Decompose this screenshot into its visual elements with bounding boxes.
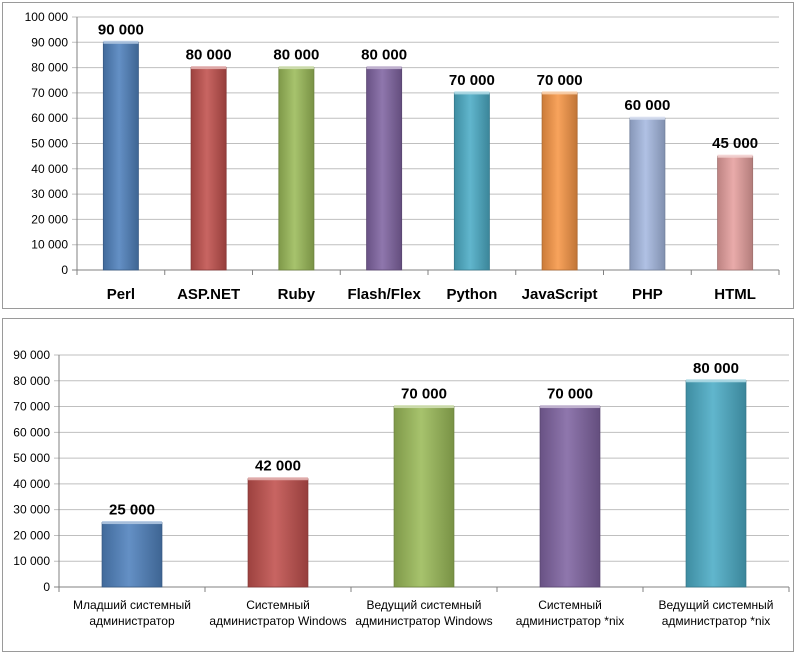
bar-top-highlight [366, 66, 402, 70]
x-tick-label: Ведущий системный [659, 598, 774, 612]
y-tick-label: 20 000 [13, 528, 50, 542]
x-tick-label: Системный [246, 598, 310, 612]
x-tick-label: Системный [538, 598, 602, 612]
data-label: 70 000 [401, 386, 447, 403]
x-tick-label: JavaScript [522, 286, 598, 303]
y-tick-label: 0 [43, 580, 50, 594]
y-tick-label: 40 000 [31, 162, 68, 176]
y-tick-label: 30 000 [13, 503, 50, 517]
bar-top-highlight [686, 379, 746, 383]
y-tick-label: 70 000 [13, 400, 50, 414]
bar [190, 67, 227, 271]
bar [102, 41, 139, 271]
y-tick-label: 40 000 [13, 477, 50, 491]
data-label: 70 000 [547, 386, 593, 403]
bar [629, 117, 666, 271]
bar-chart-languages: 0 10 000 20 000 30 000 40 000 50 000 60 000 70 … [25, 10, 780, 303]
bar [393, 406, 455, 588]
data-label: 25 000 [109, 502, 155, 519]
x-tick-label: HTML [714, 286, 756, 303]
bar [101, 522, 163, 588]
y-tick-label: 60 000 [13, 425, 50, 439]
bar-top-highlight [629, 116, 665, 120]
data-label: 80 000 [693, 360, 739, 377]
chart-panel-languages: 0 10 000 20 000 30 000 40 000 50 000 60 000 70 … [2, 2, 794, 309]
x-tick-label: администратор Windows [355, 614, 492, 628]
data-label: 90 000 [98, 21, 144, 38]
bar [278, 67, 315, 271]
y-tick-label: 20 000 [31, 212, 68, 226]
chart-panel-sysadmin: 0 10 000 20 000 30 000 40 000 50 000 60 000 70 … [2, 318, 794, 652]
bar-top-highlight [717, 154, 753, 158]
y-tick-label: 60 000 [31, 111, 68, 125]
bar [717, 155, 754, 271]
bar-chart-sysadmin: 0 10 000 20 000 30 000 40 000 50 000 60 000 70 … [13, 348, 790, 628]
x-tick-label: Perl [107, 286, 135, 303]
x-tick-label: Младший системный [73, 598, 191, 612]
x-tick-label: администратор *nix [662, 614, 771, 628]
bar [539, 406, 601, 588]
data-label: 45 000 [712, 135, 758, 152]
bar-top-highlight [540, 405, 600, 409]
data-label: 42 000 [255, 458, 301, 475]
y-tick-label: 30 000 [31, 187, 68, 201]
x-tick-label: администратор *nix [516, 614, 625, 628]
y-tick-label: 90 000 [31, 35, 68, 49]
y-tick-label: 80 000 [31, 61, 68, 75]
bar [247, 478, 309, 588]
data-label: 80 000 [186, 47, 232, 64]
bar-top-highlight [278, 66, 314, 70]
y-tick-label: 0 [61, 263, 68, 277]
bar [541, 92, 578, 271]
bar-top-highlight [542, 91, 578, 95]
x-tick-label: Ведущий системный [367, 598, 482, 612]
data-label: 80 000 [361, 47, 407, 64]
bar [453, 92, 490, 271]
x-tick-label: администратор [89, 614, 175, 628]
y-tick-label: 10 000 [31, 238, 68, 252]
x-tick-label: PHP [632, 286, 663, 303]
x-tick-label: администратор Windows [209, 614, 346, 628]
data-label: 60 000 [624, 97, 670, 114]
y-tick-label: 50 000 [13, 451, 50, 465]
y-tick-label: 80 000 [13, 374, 50, 388]
x-tick-label: Python [446, 286, 497, 303]
bar-top-highlight [102, 521, 162, 525]
x-tick-label: Ruby [278, 286, 316, 303]
bar-top-highlight [394, 405, 454, 409]
bar-top-highlight [248, 477, 308, 481]
x-tick-label: Flash/Flex [347, 286, 421, 303]
x-tick-label: ASP.NET [177, 286, 240, 303]
bar [366, 67, 403, 271]
bar-top-highlight [191, 66, 227, 70]
data-label: 80 000 [273, 47, 319, 64]
data-label: 70 000 [449, 72, 495, 89]
y-tick-label: 10 000 [13, 554, 50, 568]
y-tick-label: 100 000 [25, 10, 69, 24]
y-tick-label: 90 000 [13, 348, 50, 362]
y-tick-label: 50 000 [31, 137, 68, 151]
y-tick-label: 70 000 [31, 86, 68, 100]
bar [685, 380, 747, 588]
bar-top-highlight [454, 91, 490, 95]
bar-top-highlight [103, 40, 139, 44]
data-label: 70 000 [537, 72, 583, 89]
